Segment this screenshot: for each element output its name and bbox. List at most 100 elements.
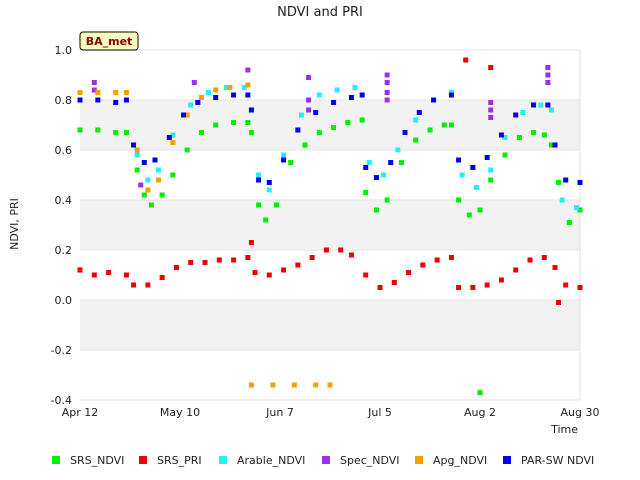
data-point [331,100,337,105]
data-point [345,120,351,125]
data-point [295,127,301,133]
legend-swatch [415,456,423,464]
data-point [281,157,287,163]
x-axis-ticks: Apr 12 May 10 Jun 7 Jul 5 Aug 2 Aug 30 [62,406,600,419]
data-point [391,280,397,285]
data-point [498,132,504,138]
data-point [227,85,233,90]
data-point [313,382,319,388]
legend-label: Spec_NDVI [340,454,400,467]
y-tick-label: 0.8 [55,94,73,107]
data-point [91,272,97,278]
data-point [188,260,194,265]
data-point [152,157,158,163]
data-point [416,110,422,115]
data-point [559,197,565,203]
data-point [184,147,190,153]
legend-swatch [503,456,511,464]
data-point [516,135,522,140]
data-point [138,182,144,188]
data-point [106,270,112,275]
data-point [188,102,194,108]
data-point [577,180,583,185]
data-point [281,152,287,158]
data-point [123,272,129,278]
data-point [306,107,312,113]
data-point [252,270,258,275]
data-point [191,80,197,85]
data-point [134,147,140,153]
x-tick-label: Apr 12 [62,406,99,419]
data-point [156,177,162,183]
data-point [456,157,462,163]
grid-band [80,50,580,100]
data-point [248,107,254,113]
data-point [213,87,219,93]
data-point [113,130,119,135]
data-point [484,282,490,288]
data-point [545,72,551,78]
data-point [113,90,119,95]
data-point [198,130,204,135]
data-point [384,72,390,78]
data-point [338,247,344,253]
chart-title: NDVI and PRI [277,5,363,20]
data-point [502,152,508,158]
x-tick-label: Jun 7 [265,406,294,419]
data-point [563,177,569,183]
y-axis-ticks: -0.4 -0.2 0.0 0.2 0.4 0.6 0.8 1.0 [51,44,72,407]
data-point [488,177,494,183]
data-point [213,95,219,100]
data-point [520,110,526,115]
data-point [123,90,129,95]
data-point [556,180,562,185]
data-point [420,262,426,268]
data-point [248,382,254,388]
data-point [413,117,419,123]
data-point [266,180,272,185]
data-point [513,112,519,118]
data-point [159,192,165,198]
data-point [170,132,176,138]
data-point [434,257,440,263]
data-point [302,142,308,148]
data-point [95,90,101,95]
data-point [352,85,358,90]
grid-band [80,300,580,350]
grid-band [80,200,580,250]
data-point [384,197,390,203]
data-point [488,107,494,113]
data-point [123,97,129,103]
data-point [473,185,479,190]
data-point [477,390,483,395]
data-point [573,205,579,210]
data-point [198,95,204,100]
data-point [256,172,262,178]
y-tick-label: -0.4 [51,394,72,407]
data-point [170,140,176,145]
x-tick-label: Aug 30 [561,406,600,419]
data-points [77,57,583,395]
data-point [316,92,322,98]
data-point [531,130,537,135]
data-point [77,90,83,95]
grid-band [80,250,580,300]
data-point [266,187,272,193]
data-point [531,102,537,108]
data-point [348,95,354,100]
data-point [306,97,312,103]
data-point [295,262,301,268]
x-axis-title: Time [550,423,578,436]
series-apg-ndvi [77,82,333,388]
data-point [309,255,315,260]
data-point [91,87,97,93]
data-point [331,125,337,130]
data-point [463,57,469,63]
data-point [231,257,237,263]
data-point [334,87,340,93]
data-point [156,167,162,173]
data-point [263,217,269,223]
data-point [384,80,390,85]
legend-label: PAR-SW NDVI [521,454,594,467]
